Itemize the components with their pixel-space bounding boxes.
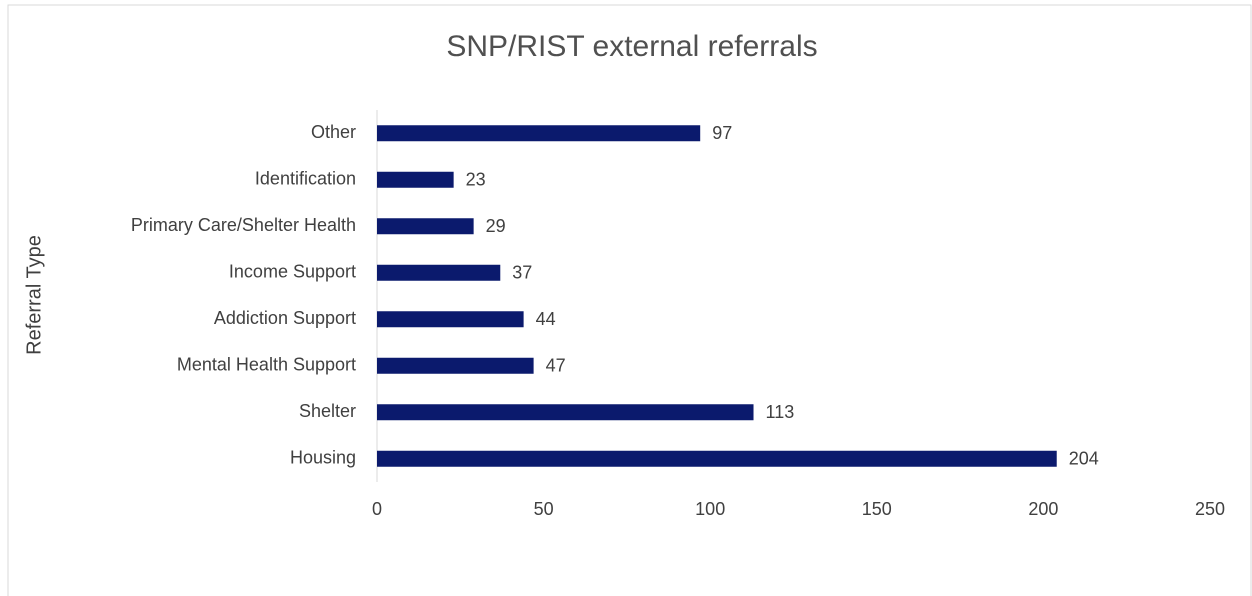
- y-tick-label: Shelter: [299, 401, 356, 421]
- chart-title: SNP/RIST external referrals: [446, 30, 817, 63]
- data-label: 97: [712, 123, 732, 143]
- y-tick-label: Income Support: [229, 262, 356, 282]
- bar: [377, 218, 474, 235]
- data-label: 29: [486, 216, 506, 236]
- x-tick-label: 0: [372, 499, 382, 519]
- bar: [377, 450, 1057, 467]
- bar: [377, 357, 534, 374]
- x-tick-label: 250: [1195, 499, 1225, 519]
- data-label: 113: [766, 402, 795, 422]
- x-tick-label: 50: [534, 499, 554, 519]
- bar: [377, 125, 701, 142]
- data-label: 44: [536, 309, 556, 329]
- y-axis-label: Referral Type: [23, 235, 45, 355]
- y-tick-label: Mental Health Support: [177, 355, 356, 375]
- x-tick-label: 200: [1028, 499, 1058, 519]
- x-tick-label: 150: [862, 499, 892, 519]
- y-tick-label: Other: [311, 122, 356, 142]
- y-tick-label: Identification: [255, 169, 356, 189]
- bar: [377, 171, 454, 188]
- y-tick-label: Primary Care/Shelter Health: [131, 215, 356, 235]
- data-label: 37: [512, 263, 532, 283]
- chart-border: [7, 4, 1252, 596]
- bar: [377, 404, 754, 421]
- x-tick-label: 100: [695, 499, 725, 519]
- y-tick-label: Addiction Support: [214, 308, 356, 328]
- y-tick-label: Housing: [290, 448, 356, 468]
- bar: [377, 264, 501, 281]
- data-label: 23: [466, 170, 486, 190]
- data-label: 47: [546, 356, 566, 376]
- bar: [377, 311, 524, 328]
- data-label: 204: [1069, 449, 1099, 469]
